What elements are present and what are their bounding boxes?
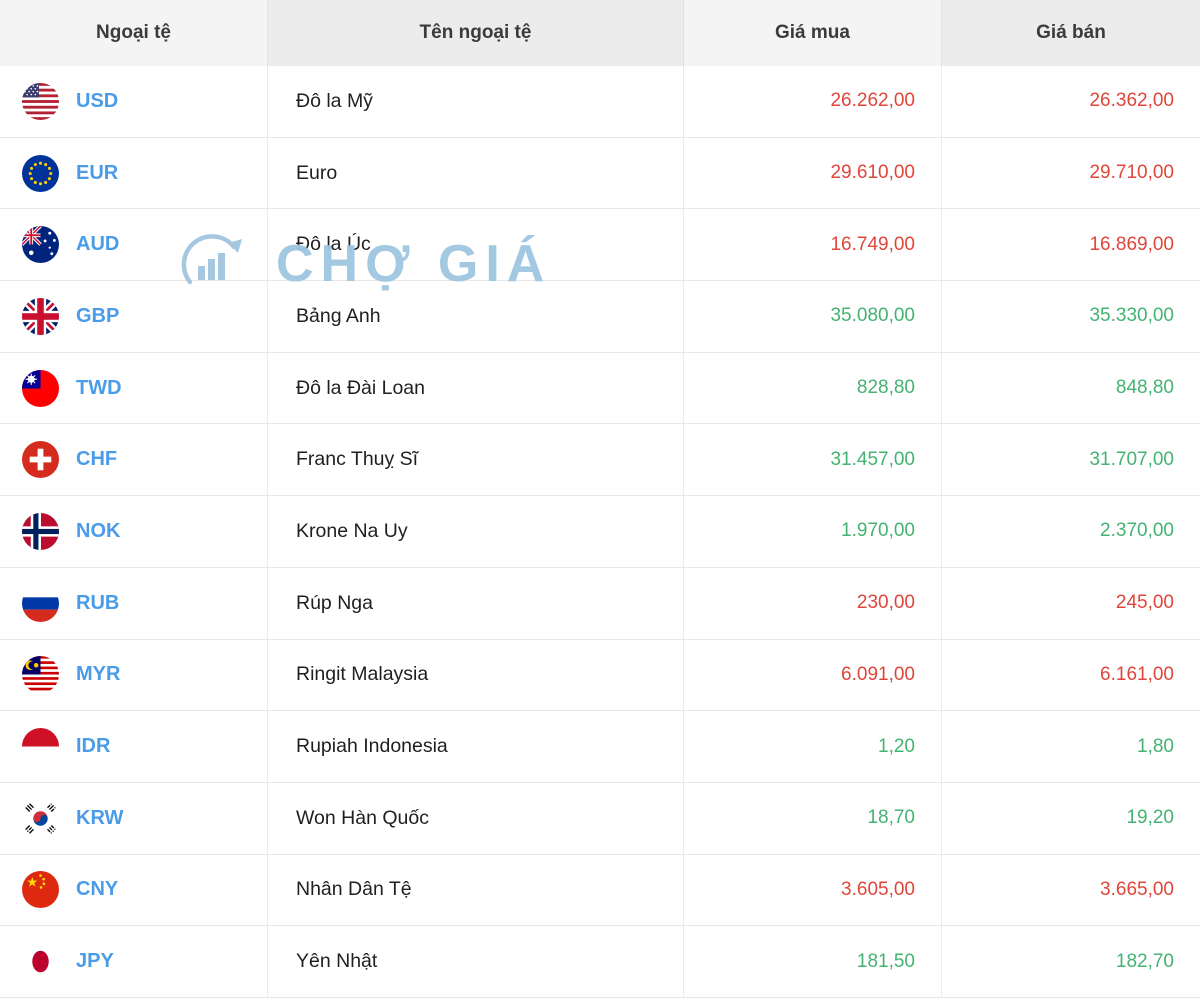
currency-code-link[interactable]: EUR	[76, 161, 119, 184]
currency-code-link[interactable]: USD	[76, 89, 119, 112]
currency-cell: EUR	[0, 137, 268, 209]
currency-code-link[interactable]: NOK	[76, 519, 121, 542]
currency-cell: CHF	[0, 424, 268, 496]
china-flag-icon	[22, 871, 59, 909]
buy-price: 3.605,00	[684, 854, 942, 926]
header-currency-name: Tên ngoại tệ	[268, 0, 684, 66]
sell-price: 16.869,00	[1089, 233, 1174, 255]
sell-price: 31.707,00	[1089, 448, 1174, 470]
currency-name: Yên Nhật	[268, 926, 684, 997]
sell-price: 6.161,00	[1100, 663, 1174, 685]
sell-price: 29.710,00	[1089, 162, 1174, 184]
currency-name: Euro	[268, 137, 684, 209]
currency-name: Đô la Mỹ	[268, 66, 684, 137]
buy-price: 6.091,00	[684, 639, 942, 711]
buy-price: 16.749,00	[684, 209, 942, 281]
header-currency: Ngoại tệ	[0, 0, 268, 66]
header-sell-price: Giá bán	[942, 0, 1200, 66]
currency-cell: NOK	[0, 496, 268, 567]
currency-cell: TWD	[0, 352, 268, 424]
currency-cell: AUD	[0, 209, 268, 281]
table-row-nok: NOK Krone Na Uy 1.970,00 2.370,00	[0, 496, 1200, 568]
currency-code-link[interactable]: GBP	[76, 304, 120, 327]
table-row-krw: KRW Won Hàn Quốc 18,70 19,20	[0, 782, 1200, 855]
sell-price: 3.665,00	[1100, 878, 1174, 900]
currency-code-link[interactable]: CHF	[76, 448, 118, 471]
currency-cell: GBP	[0, 281, 268, 352]
currency-name: Won Hàn Quốc	[268, 782, 684, 854]
table-row-usd: USD Đô la Mỹ 26.262,00 26.362,00	[0, 66, 1200, 138]
currency-code-link[interactable]: JPY	[76, 950, 114, 973]
currency-name: Đô la Úc	[268, 209, 684, 281]
sell-price: 2.370,00	[1100, 520, 1174, 542]
eu-flag-icon	[22, 154, 59, 192]
sell-price: 35.330,00	[1089, 305, 1174, 327]
currency-code-link[interactable]: CNY	[76, 878, 119, 901]
sell-price: 19,20	[1126, 807, 1174, 829]
table-header: Ngoại tệ Tên ngoại tệ Giá mua Giá bán	[0, 0, 1200, 66]
currency-code-link[interactable]: MYR	[76, 663, 121, 686]
table-row-cny: CNY Nhân Dân Tệ 3.605,00 3.665,00	[0, 854, 1200, 927]
indonesia-flag-icon	[22, 728, 59, 766]
buy-price: 828,80	[684, 352, 942, 424]
currency-name: Franc Thuỵ Sĩ	[268, 424, 684, 496]
table-row-eur: EUR Euro 29.610,00 29.710,00	[0, 137, 1200, 210]
table-row-myr: MYR Ringit Malaysia 6.091,00 6.161,00	[0, 639, 1200, 712]
currency-code-link[interactable]: KRW	[76, 806, 124, 829]
south-korea-flag-icon	[22, 799, 59, 837]
buy-price: 230,00	[684, 567, 942, 639]
japan-flag-icon	[22, 943, 59, 981]
table-row-aud: AUD Đô la Úc 16.749,00 16.869,00	[0, 209, 1200, 282]
taiwan-flag-icon	[22, 369, 59, 407]
table-row-jpy: JPY Yên Nhật 181,50 182,70	[0, 926, 1200, 998]
currency-name: Krone Na Uy	[268, 496, 684, 567]
switzerland-flag-icon	[22, 441, 59, 479]
currency-name: Rúp Nga	[268, 567, 684, 639]
buy-price: 1,20	[684, 711, 942, 782]
australia-flag-icon	[22, 226, 59, 264]
header-buy-price: Giá mua	[684, 0, 942, 66]
currency-cell: MYR	[0, 639, 268, 711]
currency-cell: CNY	[0, 854, 268, 926]
currency-cell: KRW	[0, 782, 268, 854]
buy-price: 35.080,00	[684, 281, 942, 352]
russia-flag-icon	[22, 584, 59, 622]
sell-price: 1,80	[1137, 735, 1174, 757]
currency-name: Rupiah Indonesia	[268, 711, 684, 782]
uk-flag-icon	[22, 297, 59, 335]
currency-code-link[interactable]: TWD	[76, 376, 122, 399]
currency-code-link[interactable]: IDR	[76, 735, 111, 758]
currency-code-link[interactable]: RUB	[76, 591, 120, 614]
buy-price: 26.262,00	[684, 66, 942, 137]
currency-cell: JPY	[0, 926, 268, 997]
buy-price: 181,50	[684, 926, 942, 997]
currency-cell: IDR	[0, 711, 268, 782]
table-row-rub: RUB Rúp Nga 230,00 245,00	[0, 567, 1200, 640]
usa-flag-icon	[22, 82, 59, 120]
currency-cell: RUB	[0, 567, 268, 639]
table-row-twd: TWD Đô la Đài Loan 828,80 848,80	[0, 352, 1200, 425]
currency-name: Đô la Đài Loan	[268, 352, 684, 424]
buy-price: 29.610,00	[684, 137, 942, 209]
currency-name: Nhân Dân Tệ	[268, 854, 684, 926]
norway-flag-icon	[22, 512, 59, 550]
sell-price: 182,70	[1115, 950, 1174, 972]
table-row-chf: CHF Franc Thuỵ Sĩ 31.457,00 31.707,00	[0, 424, 1200, 497]
sell-price: 26.362,00	[1089, 90, 1174, 112]
buy-price: 1.970,00	[684, 496, 942, 567]
sell-price: 848,80	[1115, 377, 1174, 399]
table-row-idr: IDR Rupiah Indonesia 1,20 1,80	[0, 711, 1200, 783]
currency-code-link[interactable]: AUD	[76, 233, 120, 256]
buy-price: 18,70	[684, 782, 942, 854]
currency-name: Bảng Anh	[268, 281, 684, 352]
sell-price: 245,00	[1115, 592, 1174, 614]
currency-cell: USD	[0, 66, 268, 137]
buy-price: 31.457,00	[684, 424, 942, 496]
malaysia-flag-icon	[22, 656, 59, 694]
currency-name: Ringit Malaysia	[268, 639, 684, 711]
table-row-gbp: GBP Bảng Anh 35.080,00 35.330,00	[0, 281, 1200, 353]
